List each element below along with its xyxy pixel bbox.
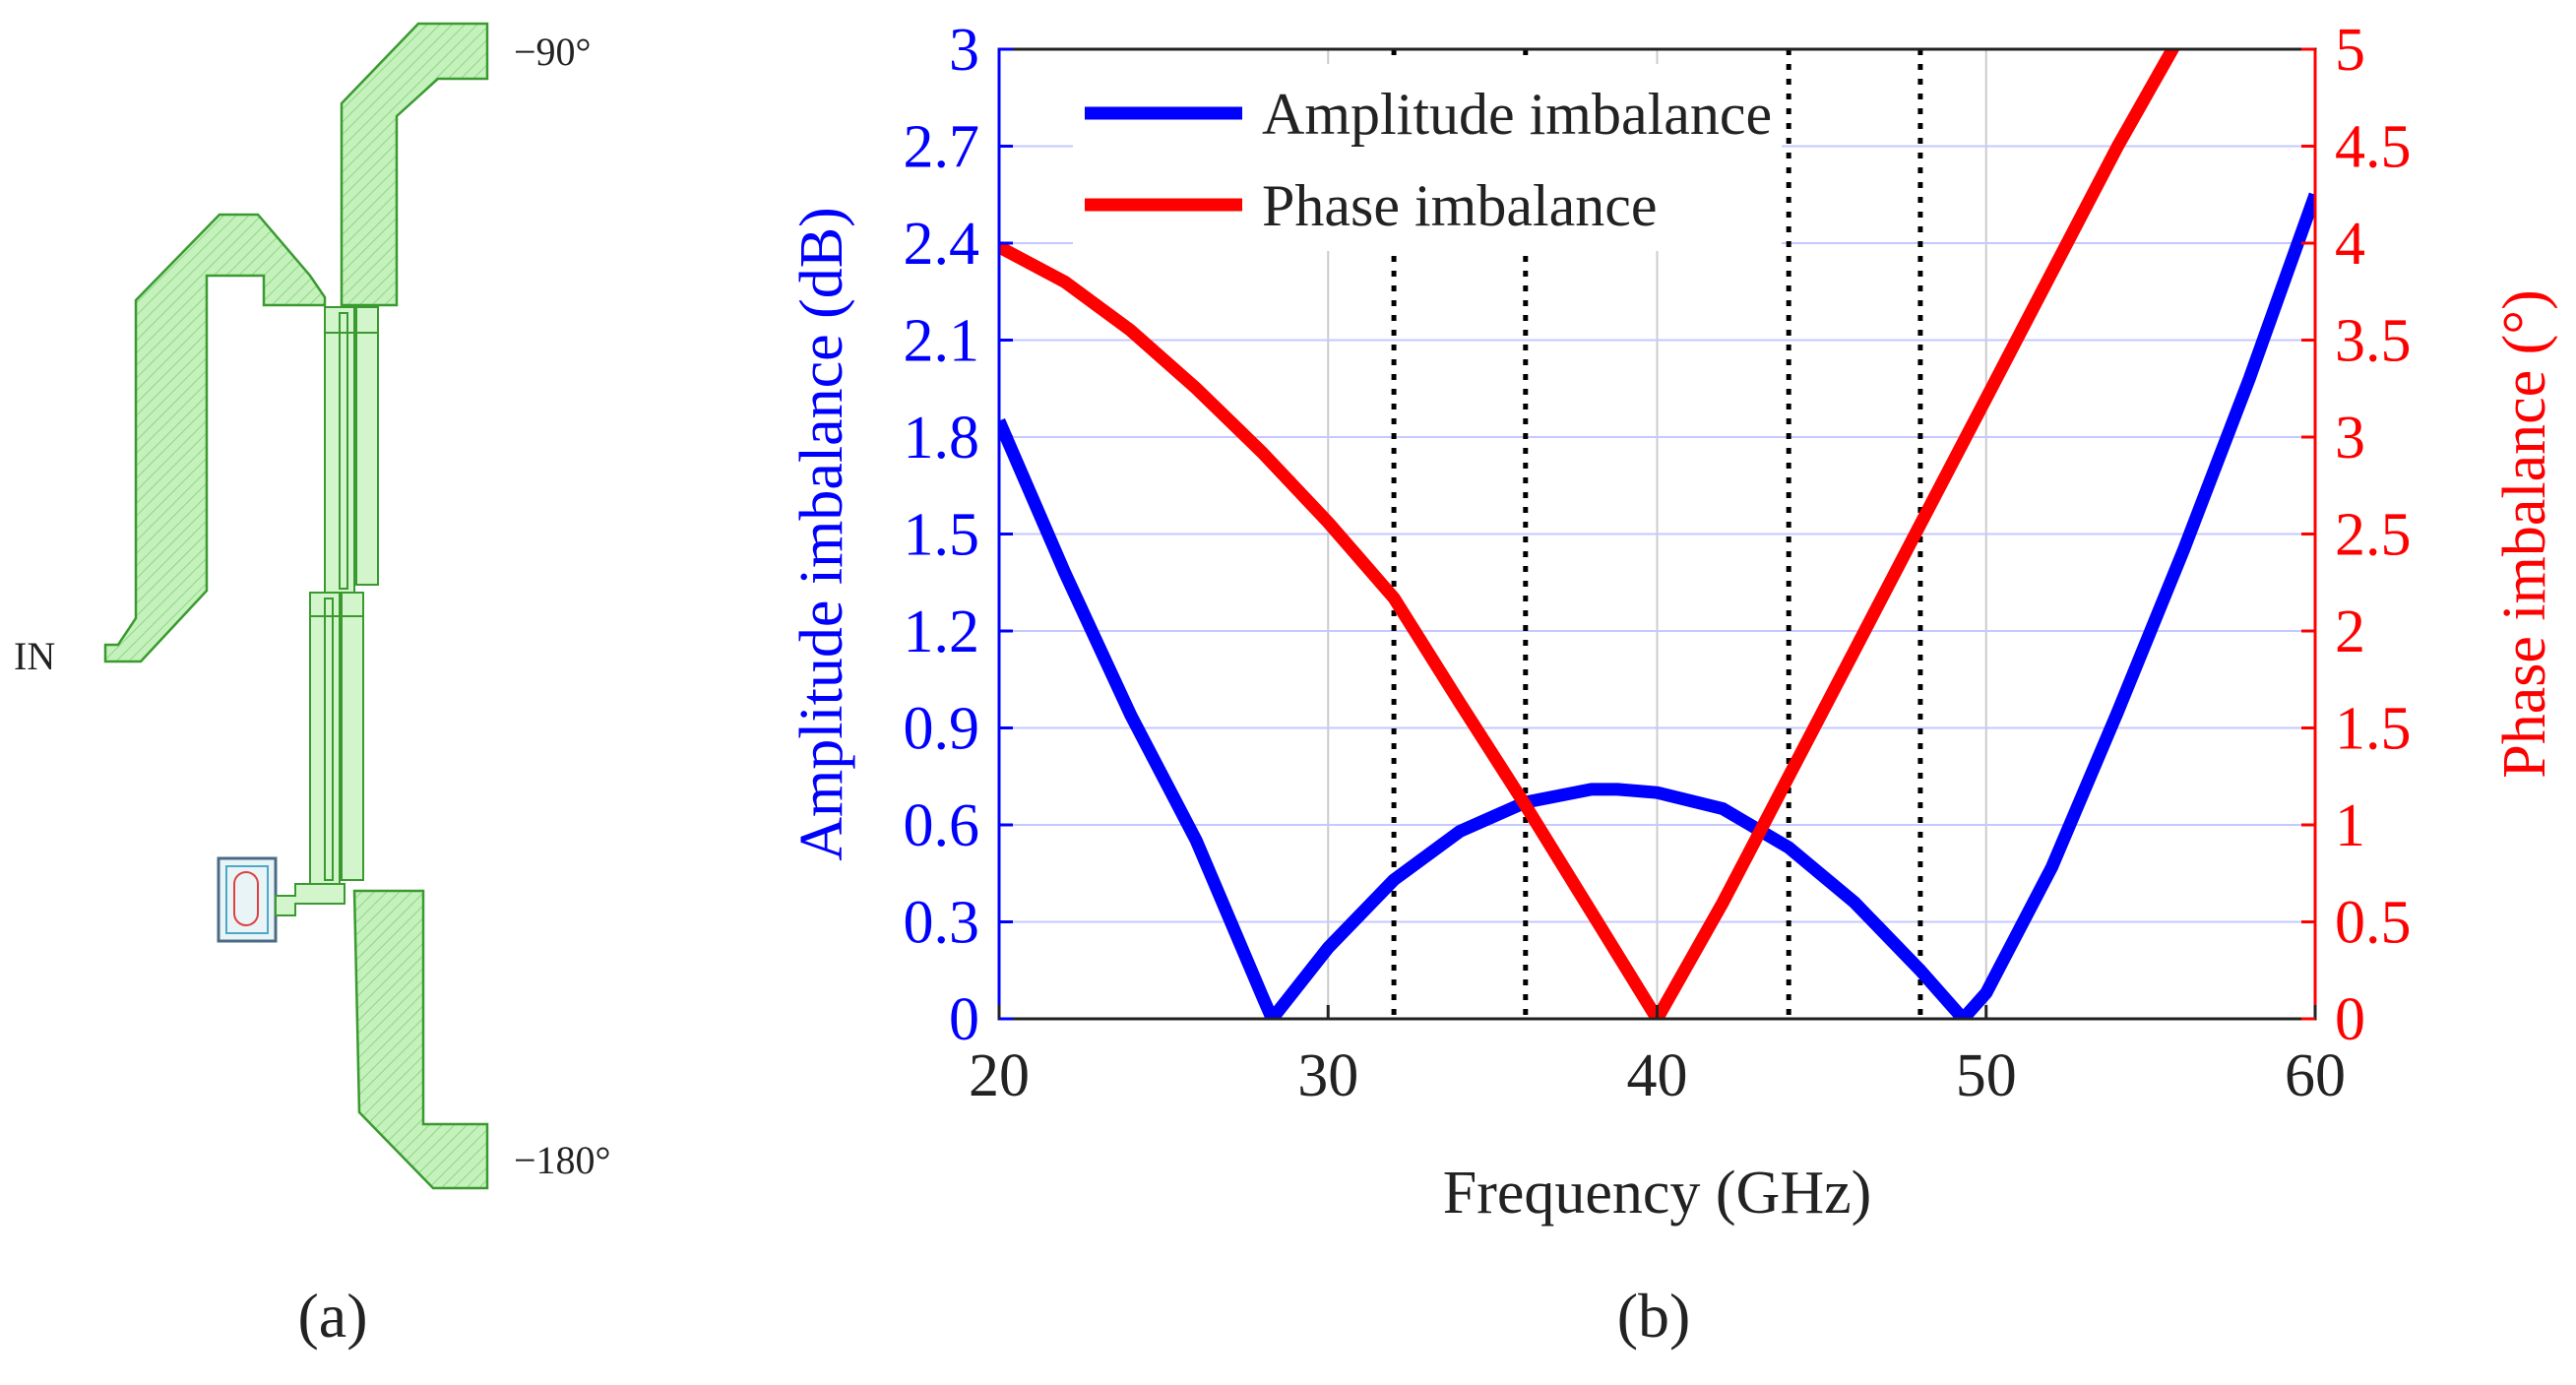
port-top-label: −90° bbox=[514, 30, 592, 74]
panel-b-caption: (b) bbox=[1617, 1281, 1691, 1351]
left-tick-label-9: 2.7 bbox=[904, 114, 980, 181]
left-tick-label-8: 2.4 bbox=[904, 211, 980, 278]
panel-a-layout: IN −90° −180° (a) bbox=[14, 22, 611, 1351]
legend-background bbox=[1073, 64, 1782, 251]
right-tick-label-10: 5 bbox=[2335, 17, 2365, 84]
x-tick-label-3: 50 bbox=[1956, 1042, 2017, 1109]
x-axis-label: Frequency (GHz) bbox=[1443, 1160, 1872, 1227]
legend-label-amplitude: Amplitude imbalance bbox=[1262, 82, 1772, 147]
left-tick-label-4: 1.2 bbox=[904, 598, 980, 665]
series-line-amplitude bbox=[999, 192, 2315, 1019]
left-axis-label: Amplitude imbalance (dB) bbox=[788, 207, 855, 861]
right-tick-label-9: 4.5 bbox=[2335, 114, 2412, 181]
left-tick-label-2: 0.6 bbox=[904, 792, 980, 859]
right-tick-label-2: 1 bbox=[2335, 792, 2365, 859]
right-axis-label: Phase imbalance (°) bbox=[2491, 289, 2558, 778]
right-tick-label-4: 2 bbox=[2335, 598, 2365, 665]
port-bottom-label: −180° bbox=[514, 1138, 611, 1182]
right-tick-label-5: 2.5 bbox=[2335, 502, 2412, 569]
layout-isolation-pad bbox=[217, 856, 346, 943]
x-axis-ticks: 20 30 40 50 60 bbox=[969, 1005, 2346, 1109]
left-tick-label-10: 3 bbox=[949, 17, 979, 84]
layout-in-branch bbox=[103, 213, 327, 663]
right-tick-label-8: 4 bbox=[2335, 211, 2365, 278]
left-tick-label-1: 0.3 bbox=[904, 890, 980, 957]
x-tick-label-0: 20 bbox=[969, 1042, 1030, 1109]
x-tick-label-2: 40 bbox=[1627, 1042, 1688, 1109]
panel-b-chart: 20 30 40 50 60 00.30.60.91.21.51.82.12.42.73… bbox=[788, 17, 2558, 1351]
series-line-phase bbox=[999, 49, 2180, 1019]
left-tick-label-5: 1.5 bbox=[904, 502, 980, 569]
layout-coupled-lines-lower bbox=[309, 592, 364, 885]
right-tick-label-1: 0.5 bbox=[2335, 890, 2412, 957]
series-layer bbox=[999, 49, 2315, 1019]
panel-a-caption: (a) bbox=[297, 1281, 367, 1351]
left-tick-label-0: 0 bbox=[949, 986, 979, 1053]
right-tick-label-7: 3.5 bbox=[2335, 308, 2412, 375]
port-in-label: IN bbox=[14, 634, 55, 678]
left-tick-label-7: 2.1 bbox=[904, 308, 980, 375]
x-tick-label-1: 30 bbox=[1297, 1042, 1358, 1109]
layout-bottom-branch bbox=[352, 889, 489, 1190]
left-tick-label-6: 1.8 bbox=[904, 405, 980, 472]
left-tick-label-3: 0.9 bbox=[904, 696, 980, 763]
right-tick-label-6: 3 bbox=[2335, 405, 2365, 472]
layout-coupled-lines-upper bbox=[324, 306, 379, 594]
right-tick-label-0: 0 bbox=[2335, 986, 2365, 1053]
right-axis-ticks: 0 0.5 1 1.5 2 2.5 3 3.5 4 4.5 5 bbox=[2301, 17, 2412, 1053]
layout-top-branch bbox=[340, 22, 489, 307]
left-axis-ticks: 0 0.3 0.6 0.9 1.2 1.5 1.8 2.1 2.4 2.7 3 bbox=[904, 17, 1013, 1053]
x-tick-label-4: 60 bbox=[2285, 1042, 2346, 1109]
legend: Amplitude imbalance Phase imbalance bbox=[1073, 64, 1782, 251]
legend-label-phase: Phase imbalance bbox=[1262, 173, 1658, 238]
right-tick-label-3: 1.5 bbox=[2335, 696, 2412, 763]
